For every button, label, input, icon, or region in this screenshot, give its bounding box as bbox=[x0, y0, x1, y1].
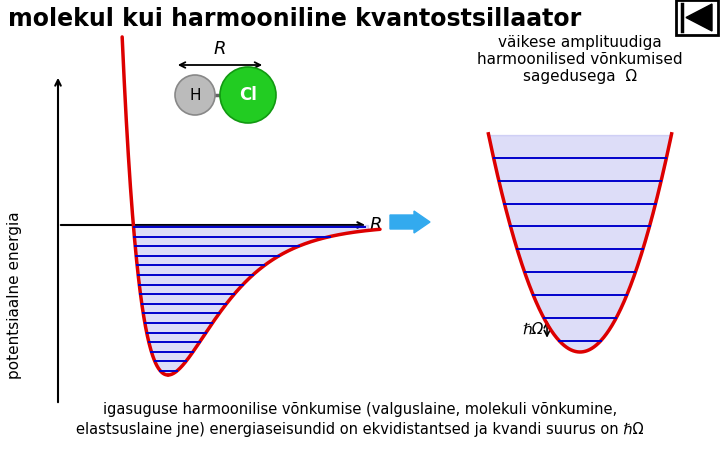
FancyBboxPatch shape bbox=[676, 0, 718, 35]
Text: Cl: Cl bbox=[239, 86, 257, 104]
Text: R: R bbox=[214, 40, 226, 58]
Text: elastsuslaine jne) energiaseisundid on ekvidistantsed ja kvandi suurus on ℏΩ: elastsuslaine jne) energiaseisundid on e… bbox=[76, 422, 644, 437]
Text: R: R bbox=[370, 216, 382, 234]
Polygon shape bbox=[686, 4, 712, 31]
Text: H: H bbox=[189, 87, 201, 103]
FancyArrow shape bbox=[390, 211, 430, 233]
Text: harmoonilised võnkumised: harmoonilised võnkumised bbox=[477, 52, 683, 67]
Text: väikese amplituudiga: väikese amplituudiga bbox=[498, 35, 662, 50]
Text: ℏΩ: ℏΩ bbox=[523, 322, 544, 337]
Text: potentsiaalne energia: potentsiaalne energia bbox=[7, 211, 22, 379]
Text: sagedusega  Ω: sagedusega Ω bbox=[523, 69, 637, 84]
Text: molekul kui harmooniline kvantostsillaator: molekul kui harmooniline kvantostsillaat… bbox=[8, 7, 581, 31]
Text: igasuguse harmoonilise võnkumise (valguslaine, molekuli võnkumine,: igasuguse harmoonilise võnkumise (valgus… bbox=[103, 402, 617, 417]
Circle shape bbox=[175, 75, 215, 115]
Circle shape bbox=[220, 67, 276, 123]
